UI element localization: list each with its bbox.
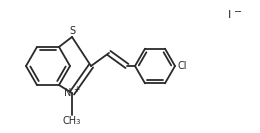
Text: +: + xyxy=(73,85,79,93)
Text: 3: 3 xyxy=(75,119,80,125)
Text: CH: CH xyxy=(63,116,77,126)
Text: I: I xyxy=(228,10,231,20)
Text: S: S xyxy=(69,26,75,36)
Text: Cl: Cl xyxy=(178,61,187,71)
Text: −: − xyxy=(234,7,242,17)
Text: N: N xyxy=(64,88,71,98)
